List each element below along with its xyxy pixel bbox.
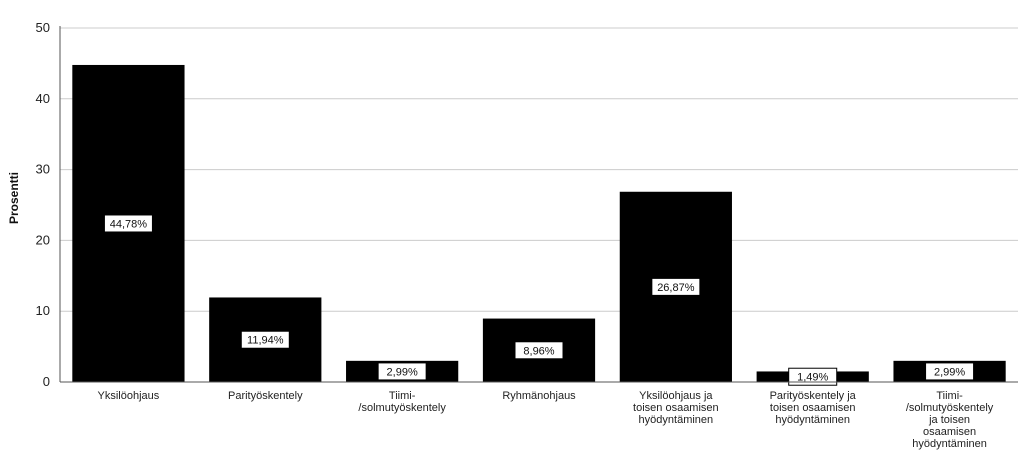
category-label: Ryhmänohjaus xyxy=(502,390,576,402)
y-tick-label: 30 xyxy=(36,162,50,177)
category-label: /solmutyöskentely xyxy=(906,402,994,414)
category-label: hyödyntäminen xyxy=(775,414,850,426)
data-label-box xyxy=(788,367,838,386)
data-label: 2,99% xyxy=(934,366,965,378)
data-label: 26,87% xyxy=(657,282,695,294)
y-axis: 0 10 20 30 40 50 xyxy=(36,20,61,389)
bars: 44,78% 11,94% 2,99% 8,96% 26,87% 1,49% 2,99% xyxy=(72,64,1006,386)
data-label-box xyxy=(514,341,564,360)
x-axis: Yksilöohjaus Parityöskentely Tiimi-/solmut… xyxy=(60,381,1018,450)
category-label: Yksilöohjaus xyxy=(98,390,160,402)
category-label: toisen osaamisen xyxy=(633,402,719,414)
data-label: 2,99% xyxy=(387,366,418,378)
category-label: Tiimi- xyxy=(389,390,416,402)
data-label-box xyxy=(651,277,701,296)
category-label: hyödyntäminen xyxy=(639,414,714,426)
data-label: 44,78% xyxy=(110,218,148,230)
category-label: toisen osaamisen xyxy=(770,402,856,414)
category-label: Parityöskentely ja xyxy=(770,390,857,402)
data-label: 11,94% xyxy=(247,335,284,347)
category-label: /solmutyöskentely xyxy=(358,402,446,414)
y-tick-label: 50 xyxy=(36,20,50,35)
y-axis-label: Prosentti xyxy=(7,172,21,224)
y-tick-label: 0 xyxy=(43,374,50,389)
data-label-box xyxy=(240,330,290,349)
category-label: Tiimi- xyxy=(936,390,963,402)
data-label-box xyxy=(925,362,975,381)
category-label: Yksilöohjaus ja xyxy=(639,390,713,402)
data-label: 8,96% xyxy=(523,345,554,357)
y-tick-label: 10 xyxy=(36,303,50,318)
category-label: Parityöskentely xyxy=(228,390,303,402)
category-label: ja toisen xyxy=(928,414,970,426)
category-label: hyödyntäminen xyxy=(912,438,987,450)
category-label: osaamisen xyxy=(923,426,976,438)
grid-lines xyxy=(60,27,1018,312)
data-label-box xyxy=(377,362,427,381)
y-tick-label: 40 xyxy=(36,91,50,106)
data-label: 1,49% xyxy=(797,372,828,384)
y-tick-label: 20 xyxy=(36,232,50,247)
data-label-box xyxy=(103,214,153,233)
